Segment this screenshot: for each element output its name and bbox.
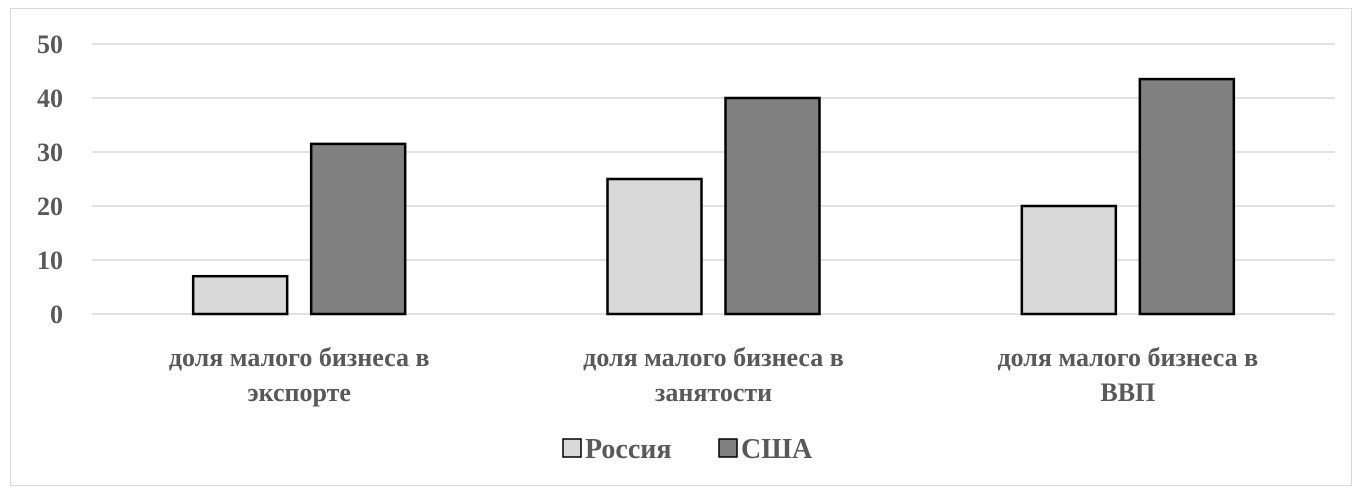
legend: Россия США xyxy=(562,434,813,465)
x-category-label-0-line-0: доля малого бизнеса в xyxy=(169,343,430,372)
legend-swatch-usa xyxy=(718,438,738,458)
bar-usa-2 xyxy=(1138,77,1236,316)
bar-russia-2 xyxy=(1020,204,1118,316)
x-category-label-1-line-1: занятости xyxy=(655,378,772,407)
y-tick-label-20: 20 xyxy=(37,192,63,221)
y-tick-label-50: 50 xyxy=(37,30,63,59)
bar-russia-0 xyxy=(191,274,289,316)
bar-usa-1 xyxy=(724,96,821,316)
y-axis-ticks: 0 10 20 30 40 50 xyxy=(37,30,63,329)
bar-usa-0 xyxy=(309,142,407,316)
x-category-label-1-line-0: доля малого бизнеса в xyxy=(583,343,844,372)
legend-label-usa: США xyxy=(741,434,813,465)
gridlines xyxy=(92,43,1335,315)
legend-swatch-russia xyxy=(562,438,582,458)
y-tick-label-0: 0 xyxy=(50,300,63,329)
x-axis-labels: доля малого бизнеса в экспорте доля малого… xyxy=(169,343,1258,407)
y-tick-label-40: 40 xyxy=(37,84,63,113)
legend-label-russia: Россия xyxy=(585,434,672,465)
y-tick-label-30: 30 xyxy=(37,138,63,167)
y-tick-label-10: 10 xyxy=(37,246,63,275)
bars xyxy=(191,77,1236,316)
x-category-label-2-line-1: ВВП xyxy=(1100,378,1155,407)
bar-russia-1 xyxy=(606,177,703,316)
x-category-label-0-line-1: экспорте xyxy=(247,378,351,407)
x-category-label-2-line-0: доля малого бизнеса в xyxy=(998,343,1259,372)
